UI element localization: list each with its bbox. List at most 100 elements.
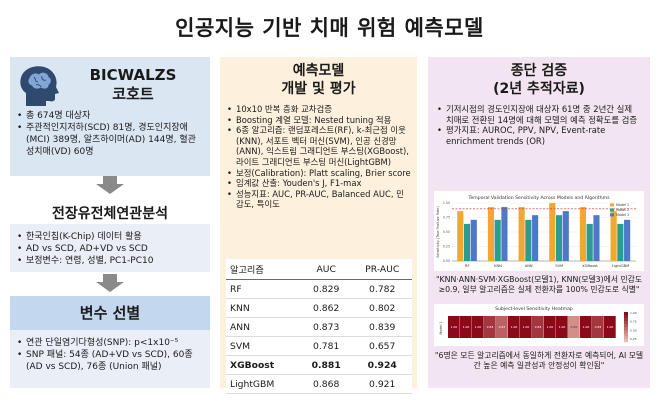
heatmap-cell: [448, 316, 460, 338]
y-tick-label: 0.50: [443, 230, 450, 234]
bar-model-1: [487, 207, 495, 261]
sensitivity-caption: "KNN·ANN·SVM·XGBoost(모델1), KNN(모델3)에서 민감…: [435, 275, 643, 294]
heatmap-cell-label: 0.50: [571, 325, 578, 329]
table-row-best: XGBoost 0.881 0.924: [226, 355, 412, 375]
model-bullets: 10x10 반복 층화 교차검증 Boosting 계열 모델: Nested …: [220, 104, 417, 210]
prauc-cell: 0.839: [352, 317, 412, 337]
bar-model-2: [494, 219, 501, 261]
validation-title-line1: 종단 검증: [510, 63, 568, 79]
bar-model-3: [501, 207, 508, 261]
prauc-cell: 0.802: [352, 298, 412, 318]
variables-bullets: 연관 단일염기다형성(SNP): p<1x10⁻⁵ SNP 패널: 54종 (A…: [16, 337, 204, 373]
model-title-line1: 예측모델: [292, 63, 345, 79]
table-header-row: 알고리즘 AUC PR-AUC: [226, 259, 412, 280]
heatmap-cell: [556, 316, 568, 338]
sensitivity-bar-chart: Temporal Validation Sensitivity Across M…: [436, 195, 636, 268]
prauc-cell: 0.924: [352, 355, 412, 375]
list-item: AD vs SCD, AD+VD vs SCD: [16, 243, 204, 255]
genome-box: 한국인칩(K-Chip) 데이터 활용 AD vs SCD, AD+VD vs …: [10, 224, 210, 272]
y-tick-label: 0.00: [443, 259, 450, 263]
auc-cell: 0.781: [299, 336, 353, 356]
heatmap-cell: [520, 316, 532, 338]
list-item: 보정변수: 연령, 성별, PC1-PC10: [16, 255, 204, 267]
model-title: 예측모델 개발 및 평가: [220, 62, 417, 98]
cohort-box: BICWALZS 코호트 총 674명 대상자 주관적인지저하(SCD) 81명…: [10, 57, 210, 176]
table-row: SVM 0.781 0.657: [226, 336, 412, 356]
list-item: 10x10 반복 층화 교차검증: [226, 104, 411, 115]
colorbar-segment: [624, 318, 628, 322]
bar-model-3: [593, 215, 600, 261]
bar-model-1: [549, 203, 556, 261]
y-tick-label: 1.00: [443, 201, 450, 205]
colorbar-tick-label: 0.75: [630, 320, 637, 324]
heatmap-cell: [472, 316, 484, 338]
cohort-bullets: 총 674명 대상자 주관적인지저하(SCD) 81명, 경도인지장애(MCI)…: [16, 110, 204, 158]
heatmap-cell: [508, 316, 520, 338]
y-axis-label: Sensitivity (True Positive Rate): [436, 206, 440, 258]
list-item: 평가지표: AUROC, PPV, NPV, Event-rate enrich…: [436, 125, 642, 146]
heatmap-cell: [604, 316, 616, 338]
validation-title: 종단 검증 (2년 추적자료): [428, 62, 650, 98]
bar-model-1: [610, 211, 617, 261]
bar-model-1: [579, 207, 587, 261]
column-header: PR-AUC: [352, 259, 412, 280]
bar-model-3: [624, 219, 631, 261]
x-tick-label: RF: [465, 264, 470, 268]
x-tick-label: ANN: [525, 264, 533, 268]
heatmap-row-label: Model 1: [439, 321, 443, 334]
model-title-line2: 개발 및 평가: [281, 81, 356, 97]
prauc-cell: 0.657: [352, 336, 412, 356]
heatmap-caption: "6명은 모든 알고리즘에서 동일하게 전환자로 예측되어, AI 모델 간 높…: [434, 351, 644, 370]
list-item: 연관 단일염기다형성(SNP): p<1x10⁻⁵: [16, 337, 204, 349]
auc-cell: 0.829: [299, 279, 353, 299]
heatmap-cell: [592, 316, 604, 338]
colorbar-segment: [624, 333, 628, 337]
table-row: ANN 0.873 0.839: [226, 317, 412, 337]
colorbar-segment: [624, 312, 628, 316]
list-item: Boosting 계열 모델: Nested tuning 적용: [226, 115, 411, 126]
results-table: 알고리즘 AUC PR-AUC RF 0.829 0.782 KNN 0.862…: [226, 259, 412, 394]
arrow-head-icon: [96, 282, 124, 292]
colorbar-tick-label: 0.50: [630, 328, 637, 332]
list-item: 한국인칩(K-Chip) 데이터 활용: [16, 231, 204, 243]
heatmap-cell: [532, 316, 544, 338]
bar-model-3: [470, 219, 477, 261]
arrow-head-icon: [96, 184, 124, 194]
legend-swatch: [610, 203, 614, 207]
list-item: 보정(Calibration): Platt scaling, Brier sc…: [226, 168, 411, 179]
auc-cell: 0.868: [299, 374, 353, 394]
algorithm-cell: RF: [226, 279, 300, 299]
list-item: 6종 알고리즘: 랜덤포레스트(RF), k-최근접 이웃(KNN), 서포트 …: [226, 125, 411, 167]
y-tick-label: 0.25: [443, 245, 450, 249]
heatmap-cell-label: 0.67: [499, 325, 506, 329]
bar-model-2: [586, 223, 593, 261]
heatmap-cell-label: 1.00: [583, 325, 590, 329]
table-row: RF 0.829 0.782: [226, 279, 412, 299]
bar-model-3: [532, 215, 539, 261]
list-item: 주관적인지저하(SCD) 81명, 경도인지장애(MCI) 389명, 알츠하이…: [16, 122, 204, 158]
algorithm-cell: XGBoost: [226, 355, 300, 375]
list-item: 기저시점의 경도인지장애 대상자 61명 중 2년간 실제 치매로 전환된 14…: [436, 104, 642, 125]
sensitivity-chart: Temporal Validation Sensitivity Across M…: [434, 191, 644, 271]
algorithm-cell: ANN: [226, 317, 300, 337]
list-item: SNP 패널: 54종 (AD+VD vs SCD), 60종 (AD vs S…: [16, 349, 204, 373]
genome-bullets: 한국인칩(K-Chip) 데이터 활용 AD vs SCD, AD+VD vs …: [16, 231, 204, 267]
heatmap-cell: [580, 316, 592, 338]
colorbar-tick-label: 0.25: [630, 337, 637, 341]
list-item: 총 674명 대상자: [16, 110, 204, 122]
heatmap-cell: [544, 316, 556, 338]
colorbar-segment: [624, 315, 628, 319]
bar-model-2: [525, 219, 532, 261]
validation-panel: 종단 검증 (2년 추적자료) 기저시점의 경도인지장애 대상자 61명 중 2…: [428, 57, 650, 388]
heatmap-cell: [484, 316, 496, 338]
page-title: 인공지능 기반 치매 위험 예측모델: [175, 16, 484, 40]
heatmap-cell: [460, 316, 472, 338]
bar-model-3: [562, 211, 569, 261]
heatmap-cell-label: 1.00: [451, 325, 458, 329]
auc-cell: 0.873: [299, 317, 353, 337]
heatmap-cell-label: 1.00: [559, 325, 566, 329]
bar-model-2: [617, 223, 624, 261]
validation-bullets: 기저시점의 경도인지장애 대상자 61명 중 2년간 실제 치매로 전환된 14…: [428, 104, 650, 146]
legend-label: Model 1: [616, 203, 629, 207]
algorithm-cell: SVM: [226, 336, 300, 356]
